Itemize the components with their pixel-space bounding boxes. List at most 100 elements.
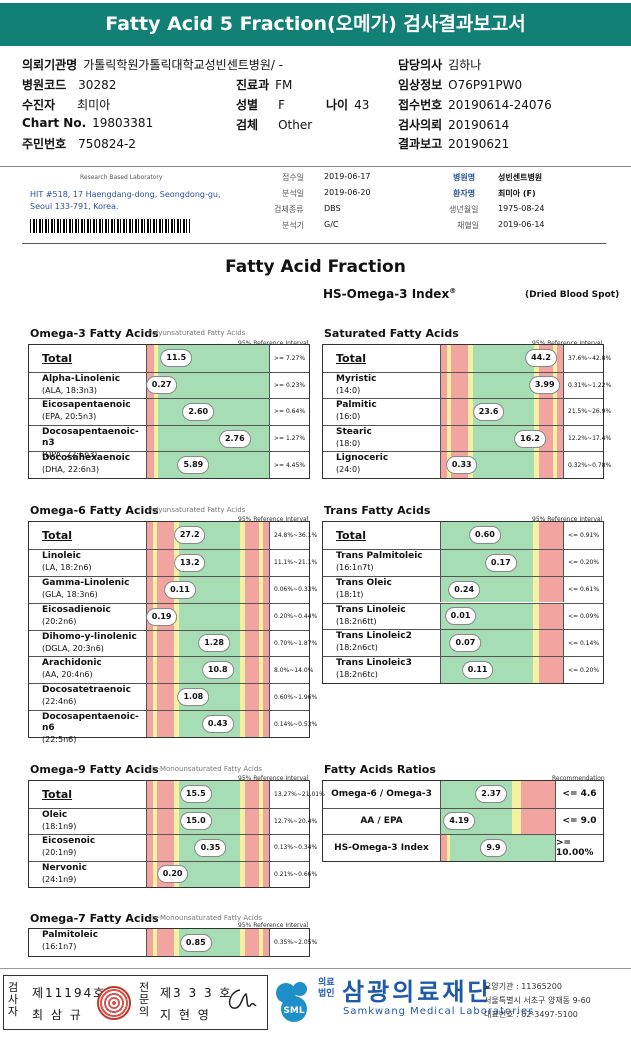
- reference-interval: >= 0.64%: [269, 399, 309, 425]
- section-title: Omega-9 Fatty Acids: [30, 763, 159, 776]
- doctor-field: 담당의사 김하나: [398, 58, 482, 72]
- range-segment: [262, 522, 269, 549]
- range-segment: [239, 576, 245, 603]
- analyte-label: Eicosadienoic: [42, 604, 111, 615]
- result-value: 16.2: [514, 429, 546, 448]
- patient-label: 환자명: [453, 189, 476, 198]
- result-row: Palmitic (16:0) 23.6 21.5%~26.9%: [323, 398, 611, 425]
- range-segment: [173, 657, 179, 684]
- range-segment: [441, 452, 448, 478]
- tester-name: 최 삼 규: [32, 1008, 83, 1022]
- section-subtitle: Polyunsaturated Fatty Acids: [148, 506, 246, 514]
- range-segment: [156, 630, 174, 657]
- range-segment: [472, 372, 534, 399]
- reference-header: 95% Reference Interval: [238, 516, 309, 523]
- result-value: 44.2: [525, 349, 557, 368]
- tester-reg-no: 제11194호: [32, 986, 107, 1000]
- range-segment: [441, 372, 448, 399]
- range-segment: [153, 549, 157, 576]
- reference-header: 95% Reference Interval: [238, 340, 309, 347]
- result-bar: 15.0: [147, 808, 269, 834]
- range-segment: [147, 522, 154, 549]
- barcode: [30, 219, 190, 233]
- range-segment: [259, 630, 263, 657]
- result-bar: 44.2: [441, 345, 563, 372]
- section-title: Omega-3 Fatty Acids: [30, 327, 159, 340]
- range-segment: [262, 861, 269, 887]
- received-value: 2019-06-17: [324, 172, 371, 181]
- result-row: Docosapentaenoic-n3 (DPA, 22:5n3) 2.76 >= 1…: [29, 424, 309, 459]
- range-segment: [156, 684, 174, 711]
- reference-interval: 0.14%~0.53%: [269, 711, 317, 737]
- clinical-info-field: 임상정보 O76P91PW0: [398, 78, 523, 92]
- result-row: Linoleic (LA, 18:2n6) 13.2 11.1%~21.1%: [29, 548, 317, 576]
- range-segment: [239, 781, 245, 808]
- reference-interval: 12.7%~20.4%: [269, 808, 317, 834]
- range-segment: [533, 452, 539, 478]
- range-segment: [239, 861, 245, 887]
- analyte-label: Docosapentaenoic-n6: [42, 712, 139, 734]
- range-segment: [244, 549, 260, 576]
- analyte-code: (AA, 20:4n6): [42, 670, 93, 680]
- divider: [0, 166, 631, 167]
- reference-interval: 8.0%~14.0%: [269, 657, 313, 684]
- result-value: 0.33: [445, 456, 478, 475]
- reference-interval: 13.27%~21.01%: [269, 781, 325, 808]
- range-segment: [450, 372, 468, 399]
- analyte-code: (18:1t): [336, 589, 364, 599]
- analyte-label: Trans Linoleic2: [336, 631, 412, 642]
- range-segment: [441, 399, 448, 425]
- range-segment: [441, 345, 448, 372]
- range-segment: [147, 345, 155, 372]
- signature-box: [3, 975, 268, 1030]
- section-title: Saturated Fatty Acids: [324, 327, 459, 340]
- main-title: Fatty Acid Fraction: [225, 257, 406, 277]
- analyte-name: Total: [29, 345, 147, 372]
- range-segment: [147, 861, 154, 887]
- analyte-label: Total: [42, 787, 73, 801]
- analyte-name: Oleic (18:1n9): [29, 808, 147, 834]
- range-segment: [147, 630, 154, 657]
- org-name: 삼광의료재단: [342, 978, 493, 1006]
- result-value: 0.35: [194, 838, 227, 857]
- lab-address-2: Seoul 133-791, Korea.: [30, 202, 119, 211]
- range-segment: [538, 630, 563, 657]
- result-value: 11.5: [160, 349, 193, 368]
- range-segment: [511, 781, 521, 808]
- result-bar: 9.9: [441, 835, 555, 861]
- range-segment: [239, 657, 245, 684]
- analyte-name: Alpha-Linolenic (ALA, 18:3n3): [29, 372, 147, 399]
- range-segment: [154, 345, 158, 372]
- analyte-code: (GLA, 18:3n6): [42, 589, 98, 599]
- result-bar: 0.19: [145, 603, 269, 630]
- range-segment: [441, 835, 447, 861]
- reference-interval: 0.60%~1.96%: [269, 684, 317, 711]
- institution-field: 의뢰기관명 가톨릭학원가톨릭대학교성빈센트병원/ -: [22, 58, 284, 72]
- result-value: 0.27: [145, 376, 178, 395]
- institution-code: 요양기관 : 11365200: [484, 982, 562, 991]
- range-segment: [239, 711, 245, 737]
- range-segment: [467, 345, 473, 372]
- range-segment: [173, 808, 179, 834]
- result-bar: 0.01: [441, 603, 563, 630]
- reference-interval: <= 0.20%: [563, 657, 603, 683]
- range-segment: [441, 425, 448, 452]
- analyte-label: Total: [42, 351, 73, 365]
- analyte-name: Trans Linoleic3 (18:2n6tc): [323, 657, 441, 683]
- reference-interval: 0.70%~1.87%: [269, 630, 317, 657]
- sml-logo-icon: SML: [276, 982, 307, 1022]
- range-segment: [173, 781, 179, 808]
- result-table: Palmitoleic (16:1n7) 0.85 0.35%~2.05%: [28, 928, 317, 957]
- result-value: 0.24: [448, 580, 481, 599]
- range-segment: [538, 576, 563, 603]
- org-english-name: Samkwang Medical Laboratories: [343, 1006, 535, 1017]
- reference-interval: 12.2%~17.4%: [563, 425, 611, 452]
- result-bar: 0.11: [441, 657, 563, 683]
- section-title: Trans Fatty Acids: [324, 504, 431, 517]
- range-segment: [259, 711, 263, 737]
- range-segment: [147, 576, 154, 603]
- result-value: 0.11: [164, 580, 196, 599]
- range-segment: [259, 657, 263, 684]
- analyte-name: Trans Linoleic (18:2n6tt): [323, 603, 441, 630]
- range-segment: [259, 576, 263, 603]
